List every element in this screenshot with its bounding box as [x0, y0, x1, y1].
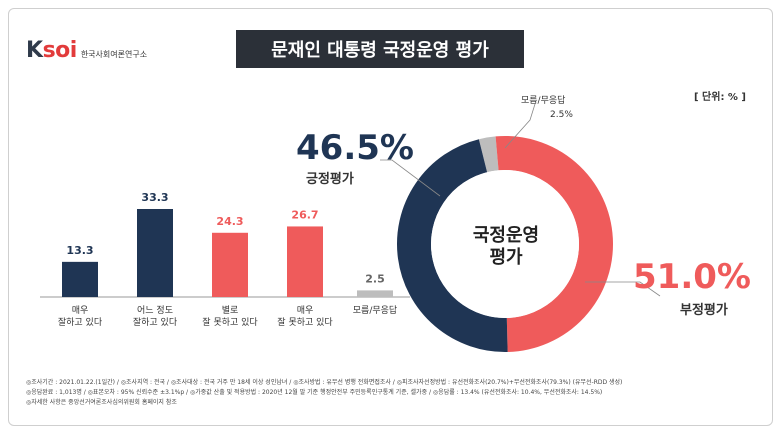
negative-percent: 51.0%: [633, 257, 751, 297]
bar-value-label-2: 33.3: [141, 191, 168, 204]
donut-slice-positive: [397, 139, 508, 352]
donut-center-line1: 국정운영: [472, 225, 540, 246]
bar-value-label-5: 2.5: [365, 272, 385, 285]
footnote-line-3: ◎자세한 사항은 중앙선거여론조사심의위원회 홈페이지 참조: [26, 399, 177, 406]
donut-slice-negative: [495, 136, 613, 352]
dontknow-leader-line: [504, 103, 536, 149]
donut-center-line2: 평가: [489, 247, 523, 268]
category-label-4-line-1: 매우: [297, 305, 314, 316]
bar-5: [357, 290, 393, 297]
category-label-4-line-2: 잘 못하고 있다: [277, 316, 333, 328]
donut-hole: [431, 170, 579, 318]
bar-value-label-4: 26.7: [291, 208, 318, 221]
category-label-2-line-2: 잘하고 있다: [133, 316, 178, 328]
dontknow-value: 2.5%: [550, 110, 573, 120]
bar-1: [62, 261, 98, 297]
bar-3: [212, 232, 248, 297]
category-label-3-line-2: 잘 못하고 있다: [202, 316, 258, 328]
bar-value-label-3: 24.3: [216, 215, 243, 228]
category-label-2-line-1: 어느 정도: [137, 305, 173, 316]
footnote-line-1: ◎조사기간 : 2021.01.22.(1일간) / ◎조사지역 : 전국 / …: [26, 379, 623, 386]
bar-2: [137, 209, 173, 297]
dontknow-label: 모름/무응답: [521, 96, 566, 106]
bar-4: [287, 226, 323, 297]
category-label-1-line-2: 잘하고 있다: [58, 316, 103, 328]
positive-percent: 46.5%: [296, 128, 414, 168]
title-banner: 문재인 대통령 국정운영 평가: [236, 30, 524, 68]
donut-center-label: 국정운영 평가: [446, 225, 566, 269]
ksoi-logo: Ksoi 한국사회여론연구소: [26, 38, 147, 63]
negative-label: 부정평가: [680, 303, 728, 318]
negative-leader-line: [585, 281, 661, 297]
positive-leader-line: [380, 159, 441, 197]
category-label-3-line-1: 별로: [222, 305, 239, 316]
donut-slice-dontknow: [478, 136, 499, 173]
chart-title: 문재인 대통령 국정운영 평가: [271, 40, 489, 61]
category-label-5-line-1: 모름/무응답: [353, 304, 397, 316]
logo-mark: Ksoi: [26, 38, 77, 63]
category-label-1-line-1: 매우: [72, 305, 89, 316]
chart-frame: [8, 8, 773, 426]
bar-value-label-1: 13.3: [66, 244, 93, 257]
survey-footnote: ◎조사기간 : 2021.01.22.(1일간) / ◎조사지역 : 전국 / …: [26, 378, 756, 408]
footnote-line-2: ◎응답완료 : 1,013명 / ◎표본오차 : 95% 신뢰수준 ±3.1%p…: [26, 389, 603, 396]
unit-label: [ 단위: % ]: [694, 92, 747, 103]
positive-label: 긍정평가: [306, 172, 354, 187]
logo-subtitle: 한국사회여론연구소: [80, 50, 148, 59]
